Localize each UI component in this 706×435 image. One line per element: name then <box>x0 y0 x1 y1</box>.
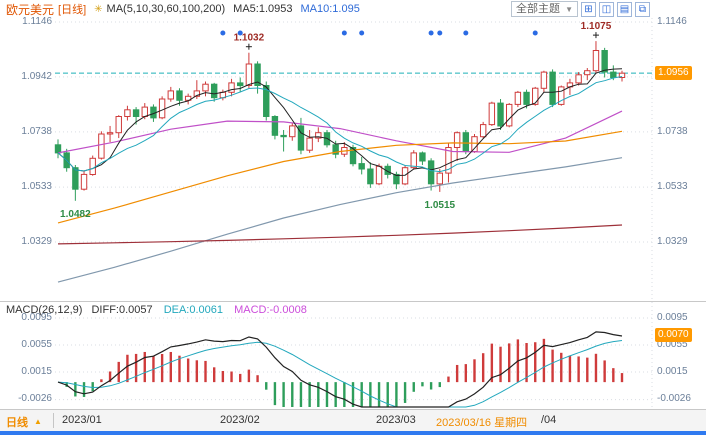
macd-diff-label: DIFF:0.0057 <box>91 304 153 316</box>
macd-axis-label-right: 0.0055 <box>657 339 688 350</box>
macd-axis-label-left: 0.0015 <box>21 366 52 377</box>
layout-grid-icon[interactable]: ⊞ <box>581 1 596 17</box>
ma5-value-label: MA5:1.0953 <box>233 3 293 15</box>
macd-axis-label-left: -0.0026 <box>18 393 52 404</box>
macd-axis-label-right: 0.0015 <box>657 366 688 377</box>
macd-value-label: MACD:-0.0008 <box>234 304 307 316</box>
price-axis-label-left: 1.0738 <box>21 126 52 137</box>
panel-divider <box>0 301 706 302</box>
theme-selector-label: 全部主题 <box>516 3 561 15</box>
period-tag: [日线] <box>58 4 87 16</box>
price-axis-label-left: 1.1146 <box>22 16 52 27</box>
layout-rows-icon[interactable]: ▤ <box>617 1 632 17</box>
ma-params-label: MA(5,10,30,60,100,200) <box>106 3 226 15</box>
macd-axis-label-right: 0.0095 <box>657 312 688 323</box>
theme-selector[interactable]: 全部主题 ▼ <box>511 1 578 17</box>
new-window-icon[interactable]: ⧉ <box>635 1 650 17</box>
candlestick-chart[interactable]: 1.0482 1.1032 1.0515 1.1075 <box>0 18 706 302</box>
macd-value-badge: 0.0070 <box>655 328 692 342</box>
layout-columns-icon[interactable]: ◫ <box>599 1 614 17</box>
period-tab-daily[interactable]: 日线 <box>6 417 28 429</box>
price-axis-label-left: 1.0329 <box>21 236 52 247</box>
svg-text:1.1075: 1.1075 <box>581 21 612 32</box>
chevron-down-icon: ▼ <box>565 5 573 14</box>
price-axis-label-right: 1.0533 <box>657 181 688 192</box>
price-axis-label-right: 1.1146 <box>657 16 687 27</box>
price-axis-label-right: 1.0738 <box>657 126 688 137</box>
price-axis-label-left: 1.0942 <box>21 71 52 82</box>
crosshair-date-label: 2023/03/16 星期四 <box>436 417 528 429</box>
macd-axis-label-left: 0.0095 <box>21 312 52 323</box>
svg-text:1.0515: 1.0515 <box>424 200 455 211</box>
price-axis-label-right: 1.0329 <box>657 236 688 247</box>
indicator-settings-icon[interactable]: ✳ <box>94 3 103 15</box>
date-tick-partial: /04 <box>541 414 557 426</box>
macd-axis-label-right: -0.0026 <box>657 393 691 404</box>
chart-header: 欧元美元 [日线] ✳ MA(5,10,30,60,100,200) MA5:1… <box>0 0 706 18</box>
macd-panel[interactable] <box>0 302 706 409</box>
tick-separator <box>53 413 54 428</box>
macd-axis-label-left: 0.0055 <box>21 339 52 350</box>
symbol-title: 欧元美元 <box>6 2 55 17</box>
date-tick: 2023/01 <box>62 414 102 426</box>
date-tick: 2023/02 <box>220 414 260 426</box>
triangle-up-icon: ▲ <box>34 417 42 426</box>
svg-text:1.0482: 1.0482 <box>60 209 91 220</box>
macd-params-label: MACD(26,12,9) <box>6 304 83 316</box>
price-axis-label-left: 1.0533 <box>21 181 52 192</box>
svg-text:1.1032: 1.1032 <box>234 33 265 44</box>
date-tick: 2023/03 <box>376 414 416 426</box>
macd-dea-label: DEA:0.0061 <box>163 304 224 316</box>
ma10-value-label: MA10:1.095 <box>300 3 360 15</box>
current-price-badge: 1.0956 <box>655 66 692 80</box>
bottom-scrollbar[interactable] <box>0 431 706 435</box>
macd-legend: MACD(26,12,9) DIFF:0.0057 DEA:0.0061 MAC… <box>6 304 307 316</box>
date-axis-bar: 日线 ▲ 2023/01 2023/02 2023/03 2023/03/16 … <box>0 409 706 431</box>
